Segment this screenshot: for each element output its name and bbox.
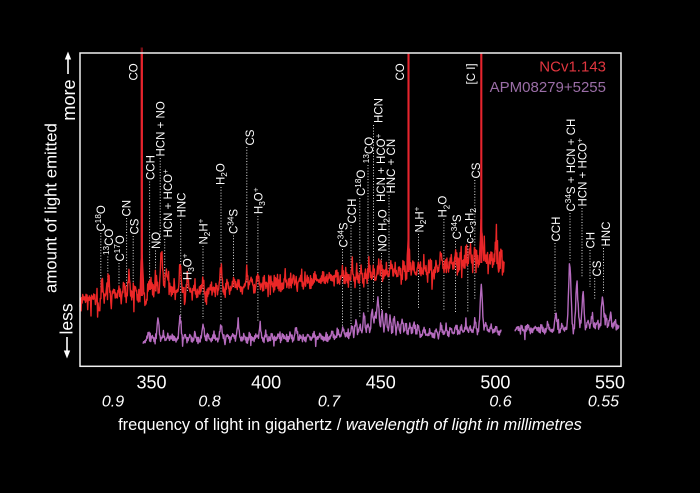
svg-text:C34S + HCN + CH: C34S + HCN + CH bbox=[564, 119, 578, 212]
svg-text:C34S: C34S bbox=[337, 222, 351, 247]
svg-text:C18O: C18O bbox=[94, 205, 108, 231]
svg-text:CCH: CCH bbox=[347, 199, 359, 224]
svg-text:C34S: C34S bbox=[450, 214, 464, 239]
svg-text:H2O: H2O bbox=[438, 196, 452, 218]
svg-text:[C I]: [C I] bbox=[466, 63, 478, 84]
svg-text:0.9: 0.9 bbox=[102, 394, 124, 411]
svg-text:H3O+: H3O+ bbox=[181, 253, 197, 280]
svg-text:HNC: HNC bbox=[177, 193, 189, 218]
svg-text:CS: CS bbox=[592, 260, 604, 276]
svg-text:NO: NO bbox=[151, 232, 163, 249]
svg-text:CS: CS bbox=[471, 162, 483, 178]
svg-text:HCN + HCO+: HCN + HCO+ bbox=[161, 169, 175, 238]
svg-text:H3O+: H3O+ bbox=[252, 187, 268, 214]
svg-text:550: 550 bbox=[595, 373, 625, 393]
svg-text:CH: CH bbox=[586, 232, 598, 249]
svg-text:0.7: 0.7 bbox=[318, 394, 341, 411]
svg-text:N2H+: N2H+ bbox=[413, 206, 429, 232]
svg-text:CCH: CCH bbox=[551, 217, 563, 242]
svg-text:0.8: 0.8 bbox=[198, 394, 220, 411]
svg-text:more: more bbox=[59, 79, 79, 120]
svg-text:0.6: 0.6 bbox=[489, 394, 511, 411]
svg-text:C18O: C18O bbox=[354, 170, 368, 196]
svg-text:HCN + HCO+: HCN + HCO+ bbox=[576, 138, 590, 207]
svg-text:0.55: 0.55 bbox=[588, 394, 619, 411]
svg-text:C17O: C17O bbox=[113, 235, 127, 261]
svg-text:CCH: CCH bbox=[145, 155, 157, 180]
svg-text:13CO: 13CO bbox=[362, 137, 376, 163]
svg-text:NCv1.143: NCv1.143 bbox=[539, 59, 606, 76]
svg-text:N2H+: N2H+ bbox=[197, 218, 213, 244]
svg-text:13CO: 13CO bbox=[102, 229, 116, 255]
svg-text:500: 500 bbox=[480, 373, 510, 393]
svg-text:C34S: C34S bbox=[227, 209, 241, 234]
svg-text:HCN: HCN bbox=[374, 98, 386, 123]
svg-text:CS: CS bbox=[245, 129, 257, 145]
svg-text:NO H2O: NO H2O bbox=[378, 209, 392, 251]
svg-text:CN: CN bbox=[121, 200, 133, 217]
svg-text:APM08279+5255: APM08279+5255 bbox=[490, 79, 606, 96]
svg-text:HCN + NO: HCN + NO bbox=[156, 101, 168, 156]
svg-text:frequency of light in gigahert: frequency of light in gigahertz / wavele… bbox=[118, 416, 582, 434]
svg-text:HNC: HNC bbox=[601, 222, 613, 247]
svg-text:HCN + HCO+: HCN + HCO+ bbox=[374, 133, 388, 202]
svg-text:H2O: H2O bbox=[216, 163, 230, 185]
svg-text:CO: CO bbox=[128, 63, 140, 80]
svg-text:350: 350 bbox=[136, 373, 166, 393]
svg-text:400: 400 bbox=[251, 373, 281, 393]
svg-text:c-C3H2: c-C3H2 bbox=[465, 208, 479, 244]
svg-text:less: less bbox=[57, 303, 77, 334]
svg-text:amount of light emitted: amount of light emitted bbox=[42, 123, 61, 293]
svg-text:HNC + CN: HNC + CN bbox=[386, 139, 398, 194]
svg-text:450: 450 bbox=[366, 373, 396, 393]
svg-text:CO: CO bbox=[395, 63, 407, 80]
svg-text:CS: CS bbox=[129, 218, 141, 234]
